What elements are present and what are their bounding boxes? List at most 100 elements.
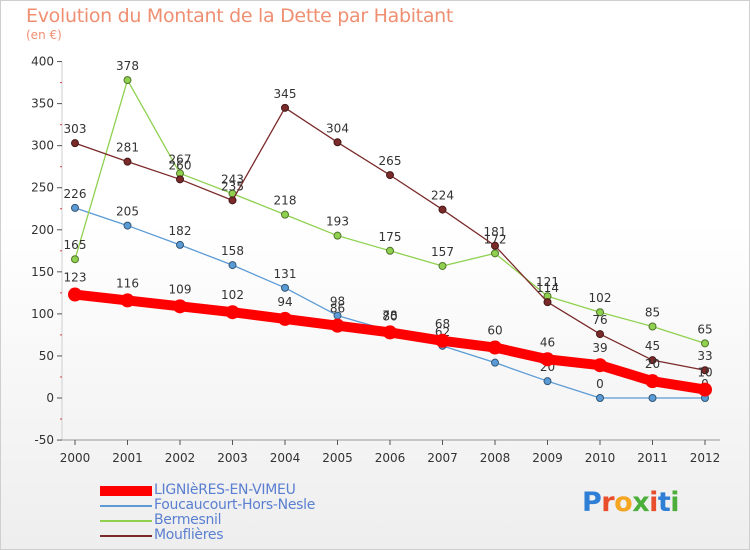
data-point bbox=[176, 240, 184, 249]
data-label: 85 bbox=[645, 306, 660, 320]
data-label: 281 bbox=[116, 141, 139, 155]
data-point bbox=[648, 394, 657, 402]
data-point bbox=[173, 299, 187, 314]
data-label: 182 bbox=[169, 224, 192, 238]
x-tick-label: 2011 bbox=[637, 451, 668, 465]
data-label: 265 bbox=[379, 154, 402, 168]
data-point bbox=[698, 382, 712, 397]
data-point bbox=[176, 175, 184, 184]
y-tick-label: -50 bbox=[34, 433, 54, 447]
data-label: 131 bbox=[274, 267, 297, 281]
data-point bbox=[123, 221, 132, 230]
logo-letter: r bbox=[601, 487, 615, 518]
y-tick-label: 300 bbox=[31, 139, 54, 153]
legend-label: Foucaucourt-Hors-Nesle bbox=[154, 497, 316, 513]
x-tick-label: 2010 bbox=[585, 451, 616, 465]
legend-swatch bbox=[100, 535, 152, 537]
data-label: 33 bbox=[697, 349, 712, 363]
data-point bbox=[71, 255, 79, 264]
data-label: 86 bbox=[330, 302, 345, 316]
data-point bbox=[386, 246, 394, 255]
data-point bbox=[383, 325, 397, 340]
x-tick-label: 2007 bbox=[427, 451, 458, 465]
data-label: 39 bbox=[592, 341, 607, 355]
y-tick-label: 150 bbox=[31, 265, 54, 279]
legend-swatch bbox=[100, 486, 152, 496]
data-label: 181 bbox=[484, 225, 507, 239]
data-label: 45 bbox=[645, 339, 660, 353]
data-point bbox=[123, 76, 132, 85]
legend-label: Bermesnil bbox=[154, 512, 222, 528]
y-tick-label: 0 bbox=[46, 391, 54, 405]
data-point bbox=[491, 249, 499, 258]
x-tick-label: 2009 bbox=[532, 451, 563, 465]
x-tick-label: 2003 bbox=[217, 451, 248, 465]
logo-letter: i bbox=[670, 487, 680, 518]
y-tick-label: 350 bbox=[31, 97, 54, 111]
data-point bbox=[281, 210, 289, 219]
logo-letter: o bbox=[614, 487, 633, 518]
logo-letter: i bbox=[649, 487, 658, 518]
data-point bbox=[333, 138, 342, 147]
data-point bbox=[123, 157, 132, 166]
data-point bbox=[648, 356, 657, 365]
data-label: 378 bbox=[116, 59, 139, 73]
data-label: 157 bbox=[431, 245, 454, 259]
data-label: 98 bbox=[330, 295, 345, 309]
data-point bbox=[488, 340, 502, 355]
data-label: 235 bbox=[221, 179, 244, 193]
data-label: 224 bbox=[431, 189, 454, 203]
data-point bbox=[281, 103, 289, 112]
y-tick-label: 100 bbox=[31, 307, 54, 321]
data-label: 80 bbox=[382, 310, 397, 324]
data-point bbox=[438, 205, 447, 214]
x-tick-label: 2006 bbox=[375, 451, 406, 465]
data-point bbox=[596, 394, 604, 402]
data-label: 65 bbox=[697, 322, 712, 336]
legend-swatch bbox=[100, 505, 152, 507]
data-label: 267 bbox=[169, 152, 192, 166]
data-label: 172 bbox=[484, 232, 507, 246]
x-tick-label: 2012 bbox=[690, 451, 721, 465]
y-tick-label: 200 bbox=[31, 223, 54, 237]
data-point bbox=[543, 298, 552, 307]
data-point bbox=[228, 196, 237, 205]
data-point bbox=[68, 287, 82, 302]
data-point bbox=[225, 305, 240, 320]
y-tick-label: 250 bbox=[31, 181, 54, 195]
data-point bbox=[435, 333, 450, 348]
data-label: 114 bbox=[536, 281, 559, 295]
data-label: 205 bbox=[116, 205, 139, 219]
data-label: 303 bbox=[64, 122, 87, 136]
data-label: 60 bbox=[487, 324, 502, 338]
data-label: 78 bbox=[382, 308, 397, 322]
data-label: 123 bbox=[64, 271, 87, 285]
data-label: 94 bbox=[277, 295, 292, 309]
data-point bbox=[71, 139, 79, 148]
y-tick-label: 400 bbox=[31, 55, 54, 69]
data-point bbox=[593, 358, 607, 373]
data-label: 102 bbox=[589, 291, 612, 305]
data-label: 20 bbox=[645, 357, 660, 371]
data-label: 109 bbox=[169, 282, 192, 296]
data-label: 116 bbox=[116, 276, 139, 290]
x-tick-label: 2005 bbox=[322, 451, 353, 465]
data-point bbox=[543, 377, 552, 386]
data-point bbox=[491, 241, 499, 250]
data-label: 165 bbox=[64, 238, 87, 252]
x-tick-label: 2008 bbox=[480, 451, 511, 465]
data-label: 10 bbox=[697, 366, 712, 380]
logo-letter: x bbox=[632, 487, 650, 518]
data-point bbox=[596, 330, 604, 339]
data-point bbox=[330, 318, 345, 333]
data-label: 218 bbox=[274, 194, 297, 208]
y-tick-label: 50 bbox=[39, 349, 54, 363]
data-point bbox=[701, 366, 709, 375]
data-label: 226 bbox=[64, 187, 87, 201]
data-point bbox=[701, 339, 709, 348]
data-point bbox=[438, 261, 447, 270]
x-tick-label: 2001 bbox=[112, 451, 143, 465]
data-point bbox=[278, 311, 292, 326]
data-point bbox=[228, 261, 237, 270]
